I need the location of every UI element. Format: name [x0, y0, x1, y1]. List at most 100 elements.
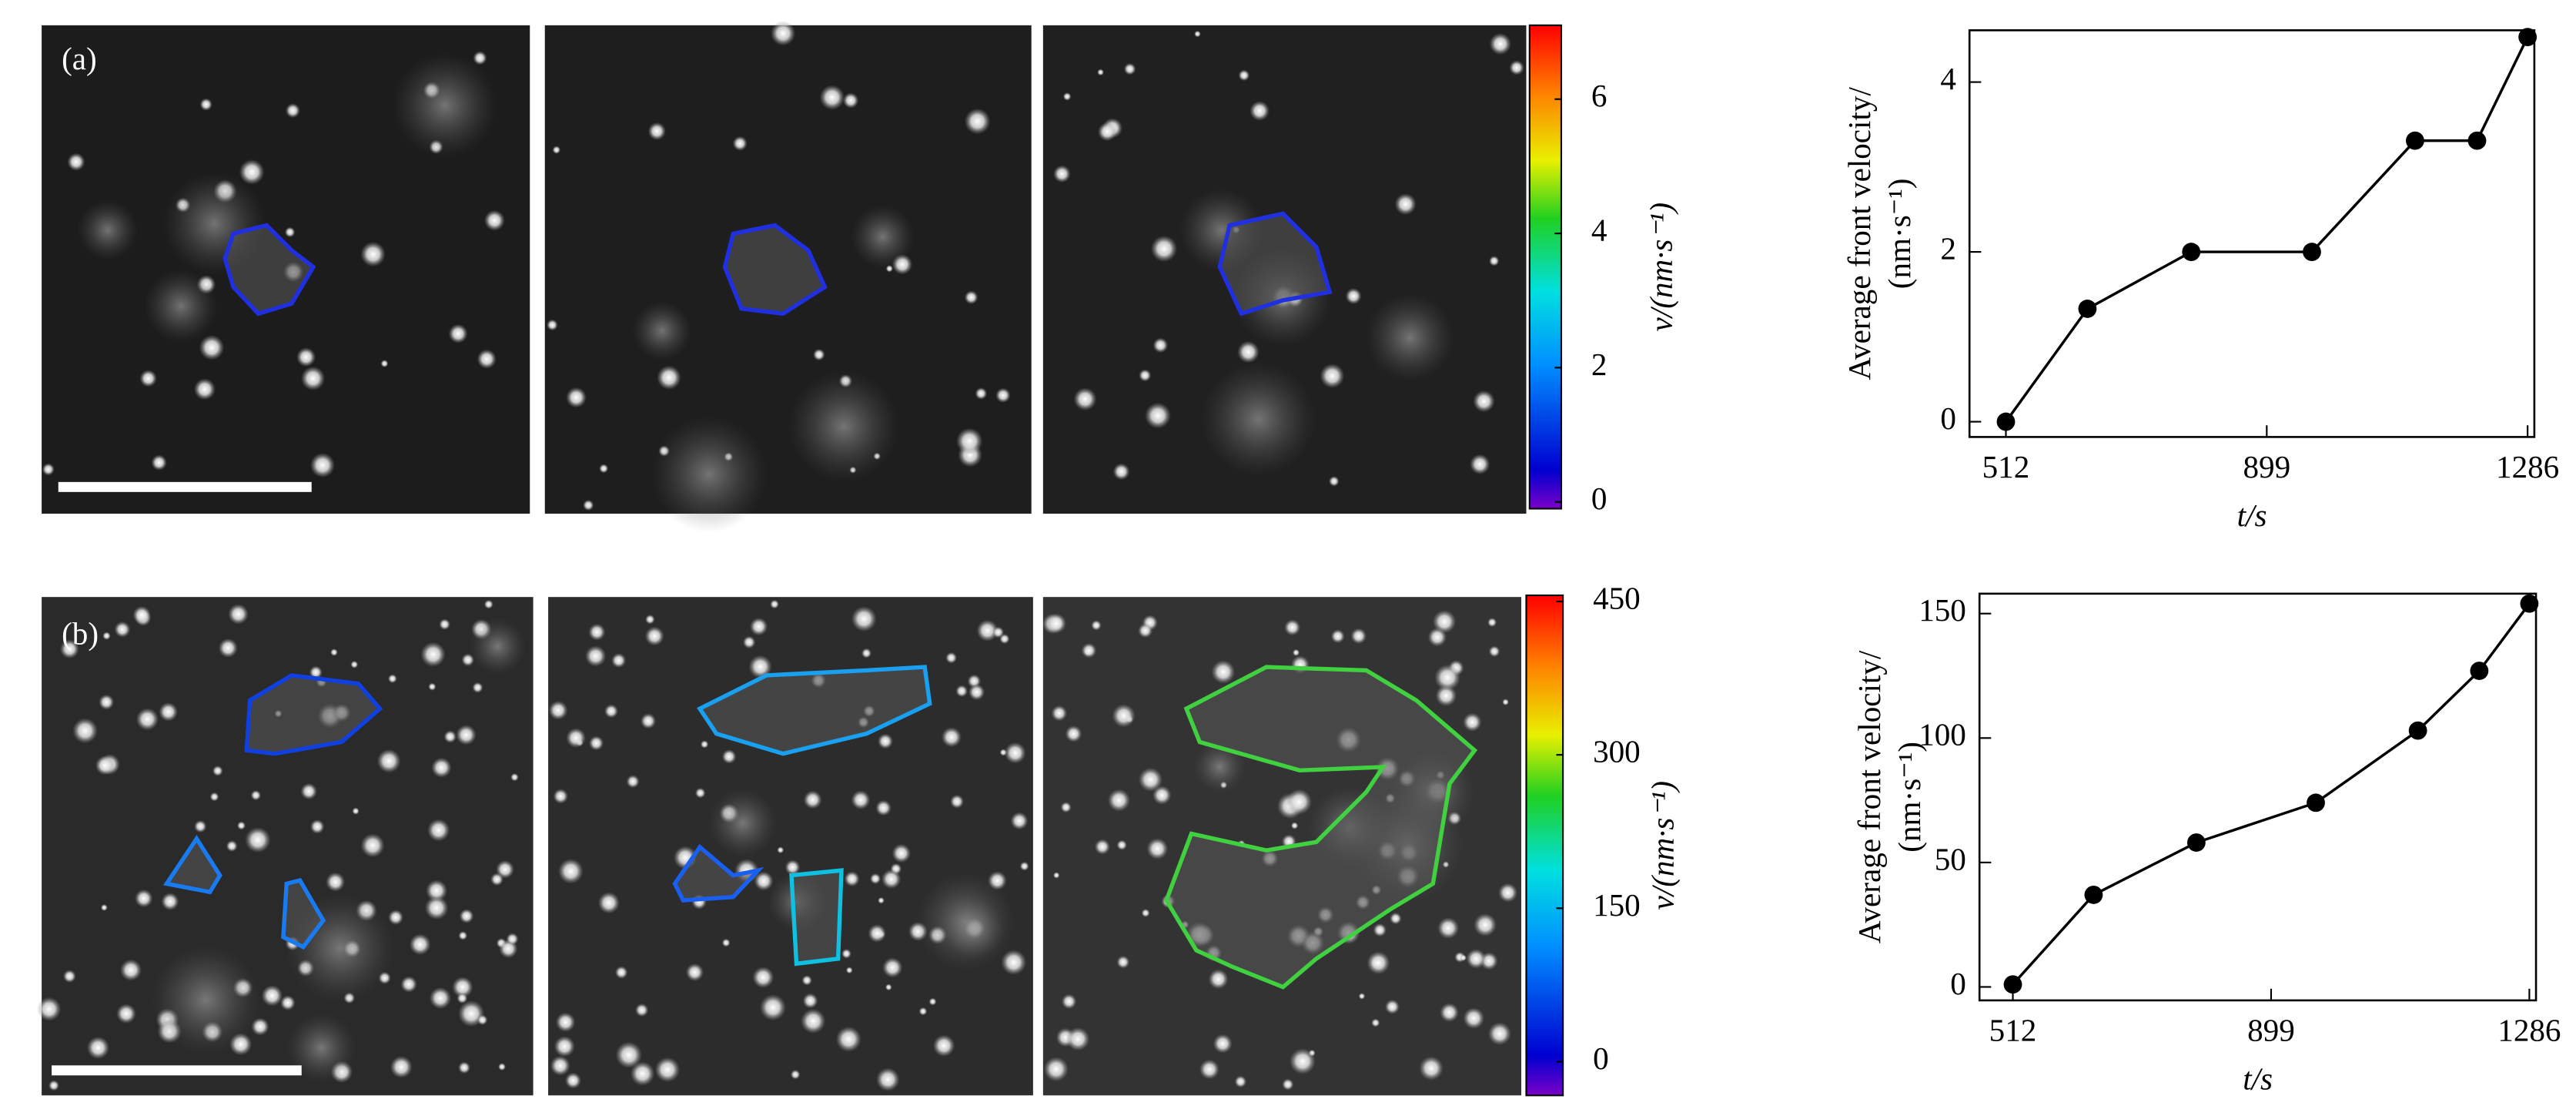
speckle	[380, 360, 389, 368]
speckle	[1141, 908, 1150, 917]
speckle	[1434, 664, 1461, 691]
speckle	[218, 638, 238, 658]
speckle	[1153, 337, 1169, 353]
speckle	[134, 889, 153, 908]
data-point	[2470, 662, 2489, 680]
colorbar	[1528, 24, 1563, 510]
speckle	[878, 896, 885, 904]
speckle	[461, 653, 475, 667]
speckle	[99, 694, 115, 710]
haze	[944, 899, 1004, 959]
speckle	[452, 977, 473, 998]
speckle	[583, 499, 594, 511]
speckle	[1139, 369, 1152, 382]
haze	[1366, 293, 1454, 382]
speckle	[851, 606, 877, 632]
speckle	[1435, 685, 1457, 707]
y-axis-label: (nm·s⁻¹)	[1882, 179, 1918, 290]
y-tick-label: 50	[1935, 841, 1966, 876]
haze	[788, 370, 900, 482]
speckle	[326, 872, 346, 892]
speckle	[700, 740, 709, 749]
speckle	[284, 226, 296, 238]
haze	[77, 199, 139, 260]
speckle	[352, 807, 360, 815]
speckle	[226, 840, 238, 853]
speckle	[1061, 993, 1077, 1010]
speckle	[885, 983, 892, 991]
data-point	[2520, 594, 2539, 613]
speckle	[1345, 287, 1362, 305]
speckle	[752, 967, 774, 989]
speckles	[37, 21, 1524, 1091]
speckle	[875, 1067, 900, 1091]
speckle	[1234, 1075, 1247, 1088]
speckle	[360, 833, 385, 858]
speckle	[95, 756, 115, 776]
colorbar-tick-label: 0	[1593, 1040, 1609, 1076]
speckle	[387, 674, 397, 684]
speckle	[1498, 883, 1518, 903]
speckle	[955, 427, 983, 455]
speckle	[626, 775, 640, 789]
speckle	[1116, 839, 1127, 850]
speckle	[842, 92, 859, 109]
speckle	[1466, 949, 1487, 969]
speckle	[1489, 32, 1511, 55]
speckle	[209, 792, 219, 802]
speckle	[100, 903, 108, 912]
speckle	[431, 757, 452, 778]
speckle	[1289, 1048, 1316, 1075]
speckle	[236, 821, 246, 830]
speckle	[199, 334, 225, 360]
speckle	[597, 892, 620, 914]
speckle	[459, 909, 474, 923]
speckle	[732, 136, 748, 151]
speckle	[1194, 30, 1201, 38]
speckle	[1238, 69, 1250, 82]
speckle	[975, 387, 988, 400]
speckle	[250, 789, 262, 801]
speckle	[427, 819, 450, 842]
data-point	[1996, 412, 2016, 431]
speckle	[37, 997, 62, 1021]
speckle	[803, 790, 822, 809]
speckle	[685, 963, 704, 982]
speckle	[1051, 705, 1068, 722]
micrograph	[42, 597, 534, 1096]
x-tick-label: 1286	[2497, 1013, 2561, 1048]
speckle	[472, 682, 483, 693]
speckle	[409, 933, 431, 956]
speckle	[483, 209, 505, 231]
speckle	[139, 370, 157, 387]
speckle	[1427, 628, 1447, 647]
speckle	[995, 387, 1011, 404]
speckle	[119, 959, 142, 981]
haze	[632, 301, 692, 360]
speckle	[330, 648, 338, 656]
speckle	[615, 1041, 643, 1069]
speckle	[878, 733, 894, 749]
speckle	[506, 933, 519, 946]
speckle	[1097, 122, 1117, 142]
speckle	[1432, 609, 1457, 634]
speckle	[1001, 950, 1027, 976]
speckle	[59, 639, 79, 659]
speckle	[1043, 1057, 1069, 1082]
speckle	[1367, 951, 1390, 975]
speckle	[1487, 1022, 1511, 1046]
speckle	[1153, 786, 1172, 805]
speckle	[1066, 1027, 1090, 1051]
speckle	[114, 621, 131, 638]
speckle	[547, 319, 558, 331]
haze	[708, 789, 778, 858]
speckle	[400, 976, 417, 993]
speckle	[844, 871, 860, 887]
speckle	[1199, 1059, 1219, 1080]
speckle	[754, 871, 774, 891]
speckle	[1097, 69, 1105, 76]
speckle	[194, 819, 207, 833]
speckle	[950, 794, 965, 809]
speckle	[1150, 235, 1178, 263]
speckle	[770, 599, 779, 609]
